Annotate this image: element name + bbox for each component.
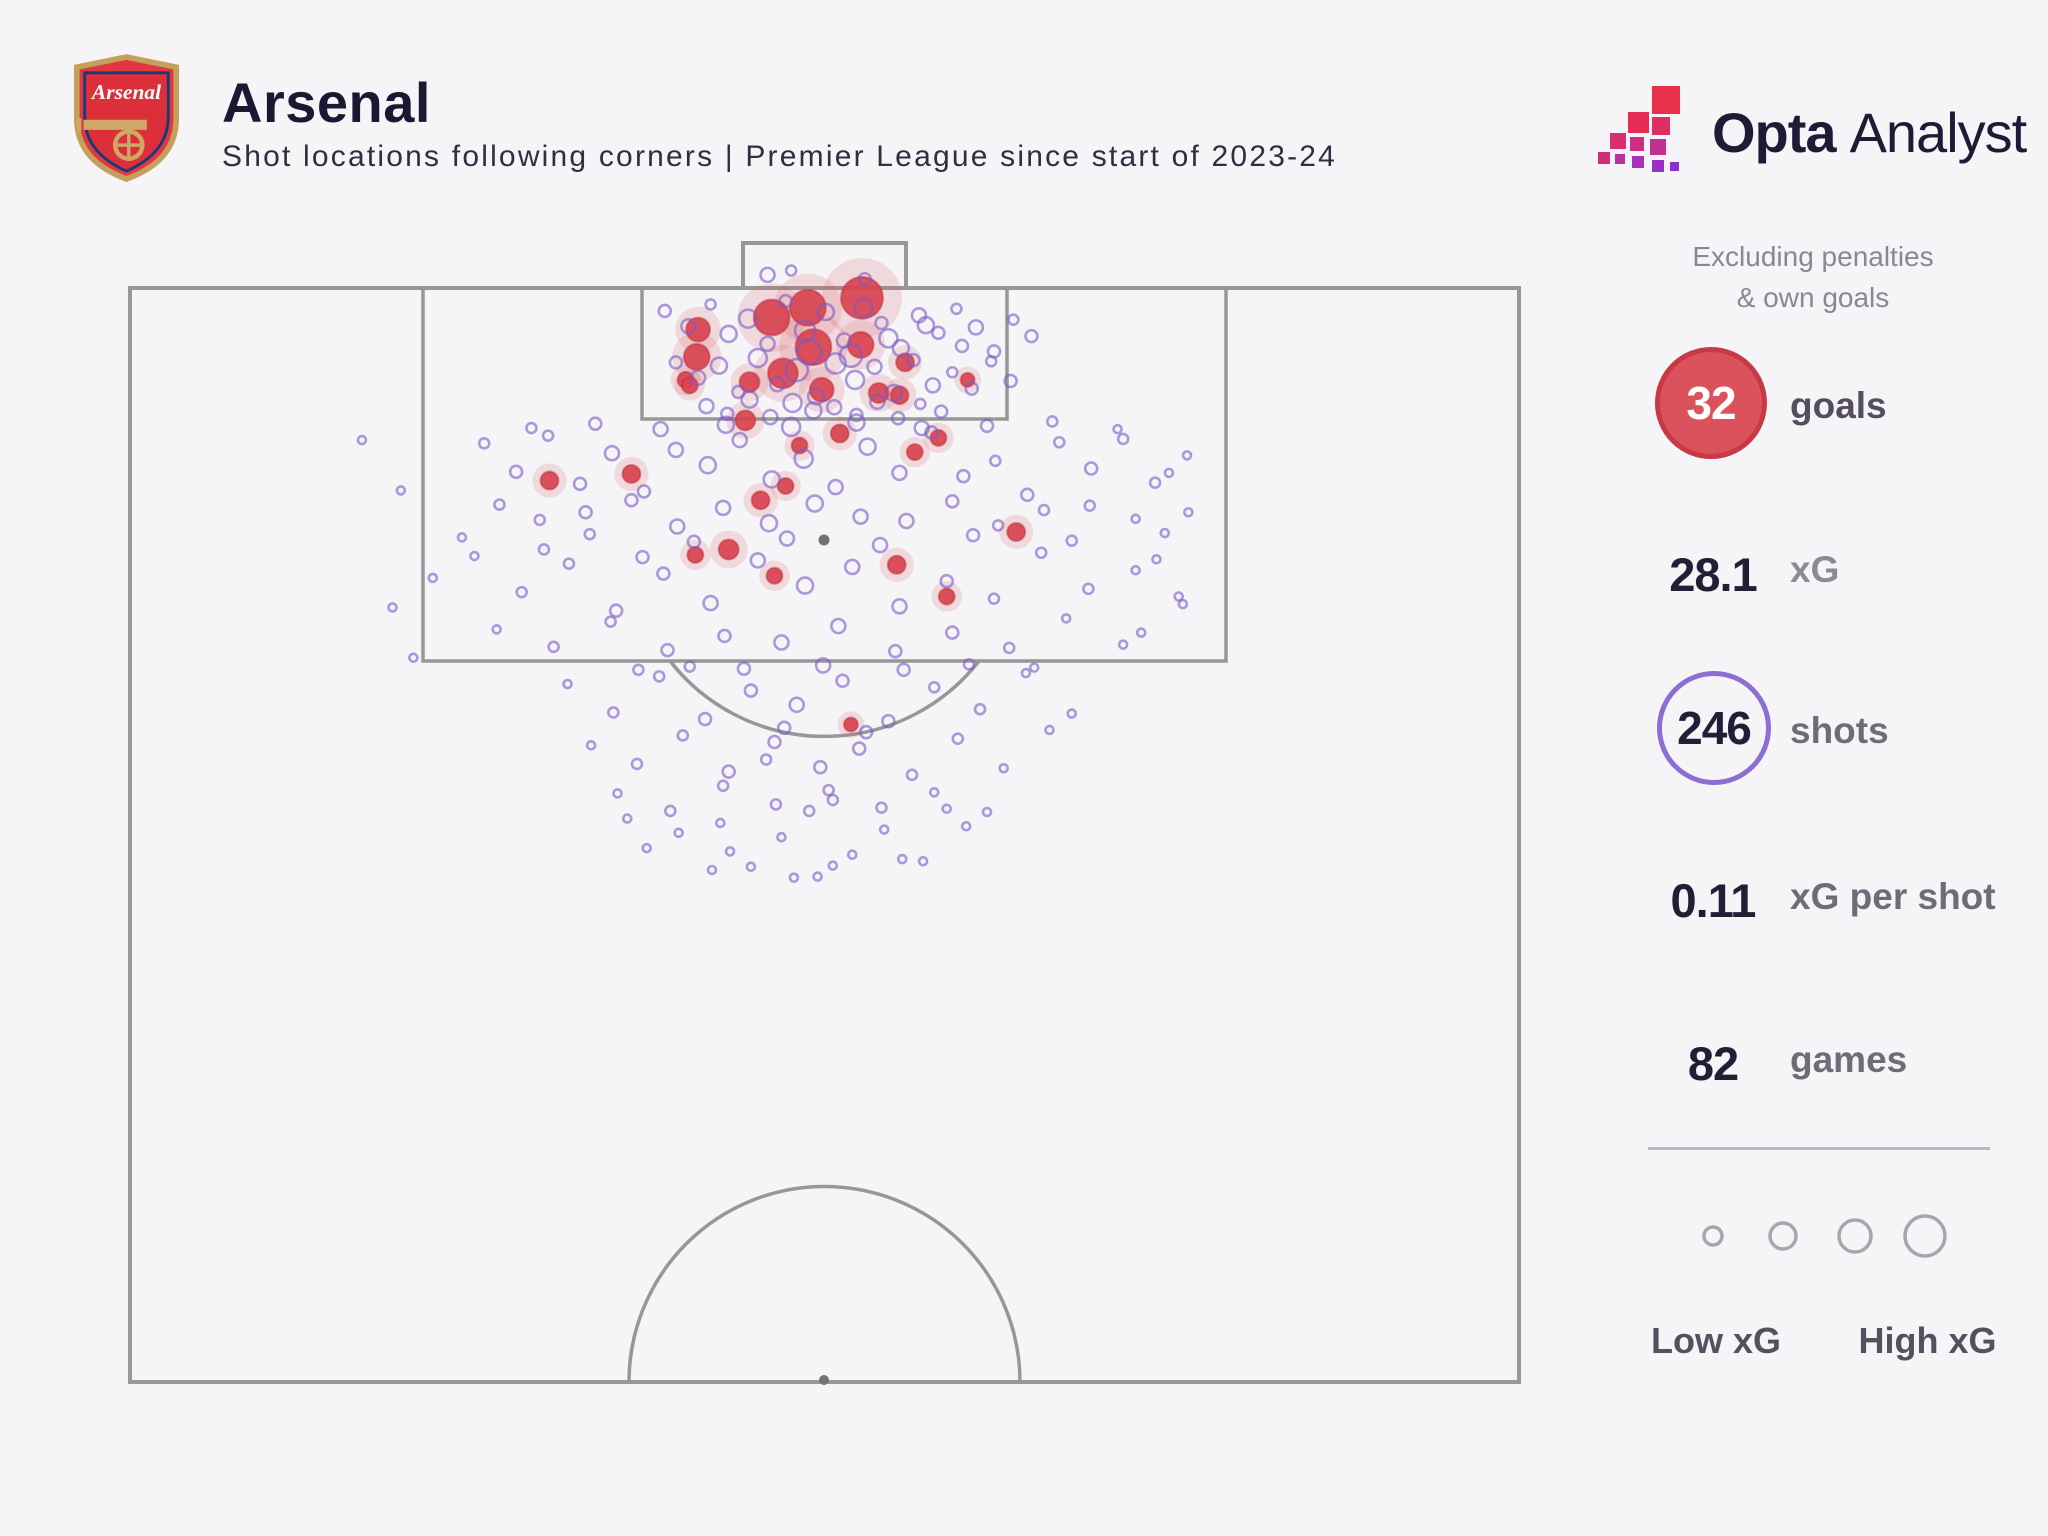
opta-wordmark: Opta Analyst (1712, 100, 2028, 165)
goals-badge: 32 (1655, 347, 1767, 459)
shot-markers (356, 264, 1194, 883)
shots-value: 246 (1677, 702, 1752, 754)
opta-wordmark-light: Analyst (1849, 100, 2028, 164)
opta-mark-icon (1598, 86, 1680, 172)
shots-label: shots (1790, 710, 1889, 751)
svg-text:Arsenal: Arsenal (90, 80, 161, 104)
page-subtitle: Shot locations following corners | Premi… (222, 140, 1338, 173)
legend-high-label: High xG (1858, 1320, 1997, 1361)
goals-label: goals (1790, 385, 1887, 426)
xg-label: xG (1790, 549, 1840, 590)
pitch-lines (128, 241, 1521, 1384)
penalty-spot (818, 534, 830, 546)
games-value: 82 (1687, 1037, 1739, 1090)
xg-value: 28.1 (1669, 548, 1757, 601)
arsenal-crest-icon: Arsenal (73, 54, 180, 182)
exclusions-note-line1: Excluding penalties (1692, 241, 1934, 272)
penalty-arc (668, 659, 981, 739)
xg-size-legend (1702, 1214, 1947, 1258)
goals-value: 32 (1686, 377, 1736, 429)
games-label: games (1790, 1039, 1908, 1080)
goal-frame (741, 241, 908, 288)
exclusions-note-line2: & own goals (1736, 282, 1890, 313)
page-title: Arsenal (222, 71, 431, 134)
xg-per-shot-label: xG per shot (1790, 876, 1996, 917)
goal-markers (539, 275, 1027, 733)
legend-separator (1648, 1147, 1990, 1150)
cannon-icon (76, 118, 147, 161)
shots-badge: 246 (1657, 671, 1771, 785)
pitch-boundary (128, 286, 1521, 1384)
xg-per-shot-value: 0.11 (1670, 874, 1757, 927)
centre-spot (819, 1375, 829, 1385)
legend-low-label: Low xG (1650, 1320, 1781, 1361)
centre-circle (627, 1184, 1022, 1383)
exclusions-note: Excluding penalties & own goals (1628, 236, 1998, 318)
six-yard-box (640, 286, 1009, 421)
opta-wordmark-bold: Opta (1712, 100, 1837, 164)
opta-analyst-logo: Opta Analyst (1598, 86, 2028, 178)
